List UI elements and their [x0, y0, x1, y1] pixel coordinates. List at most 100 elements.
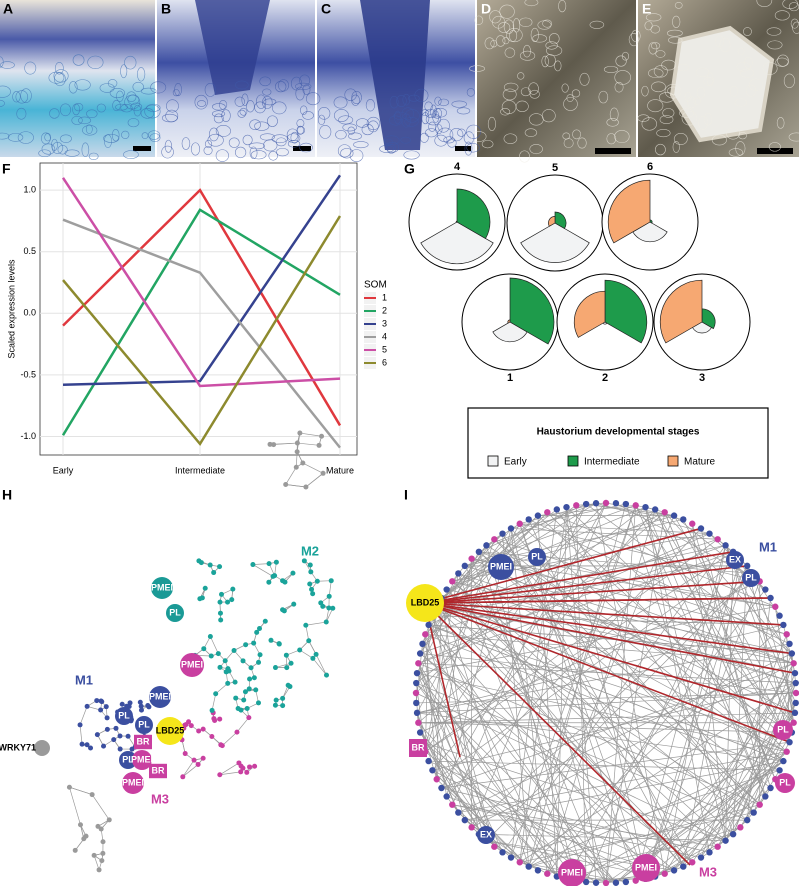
- edge: [740, 742, 790, 828]
- cell: [305, 92, 321, 106]
- node: [129, 746, 135, 752]
- edge: [547, 511, 776, 608]
- edge: [645, 565, 748, 879]
- node: [276, 641, 282, 647]
- cell: [317, 114, 326, 126]
- node: [100, 850, 106, 856]
- cell: [203, 146, 213, 155]
- cell: [300, 105, 308, 115]
- cell: [361, 123, 374, 136]
- network-h: PMEIPLPMEIPMEIPLPLLBD25BRPLPMEIPMEIBRWRK…: [0, 430, 336, 873]
- cell: [696, 87, 706, 99]
- node: [117, 746, 123, 752]
- cell: [655, 143, 666, 156]
- cell: [234, 146, 247, 159]
- edge: [424, 624, 429, 752]
- edge: [635, 505, 790, 743]
- module-label: M1: [759, 539, 777, 554]
- rose-wedge: [548, 216, 556, 227]
- cell: [96, 103, 106, 113]
- edge: [182, 759, 195, 778]
- node: [232, 679, 238, 685]
- micrographs: [0, 0, 799, 157]
- edge: [428, 624, 607, 884]
- node: [253, 687, 259, 693]
- node: [534, 867, 542, 874]
- cell: [0, 61, 15, 69]
- cell: [16, 107, 27, 120]
- cell: [248, 142, 266, 150]
- cell: [673, 133, 688, 145]
- node: [499, 849, 506, 856]
- node: [219, 743, 225, 749]
- labeled-node: [742, 569, 760, 587]
- cell: [408, 94, 420, 102]
- cell: [788, 132, 799, 142]
- cell: [85, 124, 93, 135]
- node: [301, 558, 307, 564]
- node: [196, 558, 202, 564]
- rose-wedge: [701, 308, 716, 330]
- edge: [575, 505, 587, 882]
- cell: [59, 103, 71, 117]
- node: [207, 633, 213, 639]
- node-label: PL: [745, 572, 757, 582]
- edge: [69, 787, 81, 825]
- cell: [333, 96, 348, 109]
- cell: [706, 72, 714, 87]
- cell: [628, 33, 639, 47]
- edge: [625, 503, 734, 835]
- node: [756, 801, 763, 808]
- cell: [711, 134, 727, 146]
- cell: [484, 37, 495, 50]
- edge: [252, 563, 270, 565]
- edge: [219, 771, 241, 776]
- cell: [24, 61, 37, 75]
- cell: [506, 28, 523, 43]
- cell: [677, 63, 689, 72]
- cell: [641, 85, 649, 97]
- edge-lbd25: [424, 597, 771, 604]
- node-label: LBD25: [411, 597, 440, 607]
- edge: [415, 692, 726, 841]
- node: [240, 765, 246, 771]
- node: [271, 442, 277, 448]
- node: [415, 719, 422, 726]
- node: [324, 672, 330, 678]
- edge: [471, 573, 754, 828]
- micrograph-a: [0, 0, 155, 157]
- cell: [768, 142, 781, 152]
- cell: [237, 109, 246, 118]
- cell: [54, 61, 64, 75]
- edge: [528, 503, 627, 867]
- cell: [249, 146, 258, 160]
- node: [680, 516, 687, 523]
- cell: [529, 144, 543, 155]
- rose-wedge: [520, 222, 590, 263]
- line-series: [62, 174, 342, 387]
- node-label: PL: [118, 710, 130, 720]
- cell: [434, 96, 442, 106]
- cell: [0, 99, 5, 107]
- node: [217, 716, 223, 722]
- node: [209, 734, 215, 740]
- node: [251, 675, 257, 681]
- cell: [262, 88, 272, 96]
- edge: [441, 509, 558, 599]
- node: [612, 879, 620, 886]
- labeled-node: [477, 826, 495, 844]
- cell: [166, 99, 179, 113]
- cell: [684, 91, 692, 102]
- node: [186, 719, 192, 725]
- cell: [743, 27, 752, 36]
- cell: [86, 109, 98, 119]
- line-series: [61, 177, 341, 388]
- node: [790, 719, 797, 726]
- node: [307, 581, 313, 587]
- rose-wedge: [507, 319, 511, 324]
- cell: [107, 79, 118, 88]
- legend-label: Early: [504, 457, 527, 468]
- node: [443, 793, 450, 800]
- rose-label: 3: [699, 372, 705, 384]
- edge: [422, 643, 447, 797]
